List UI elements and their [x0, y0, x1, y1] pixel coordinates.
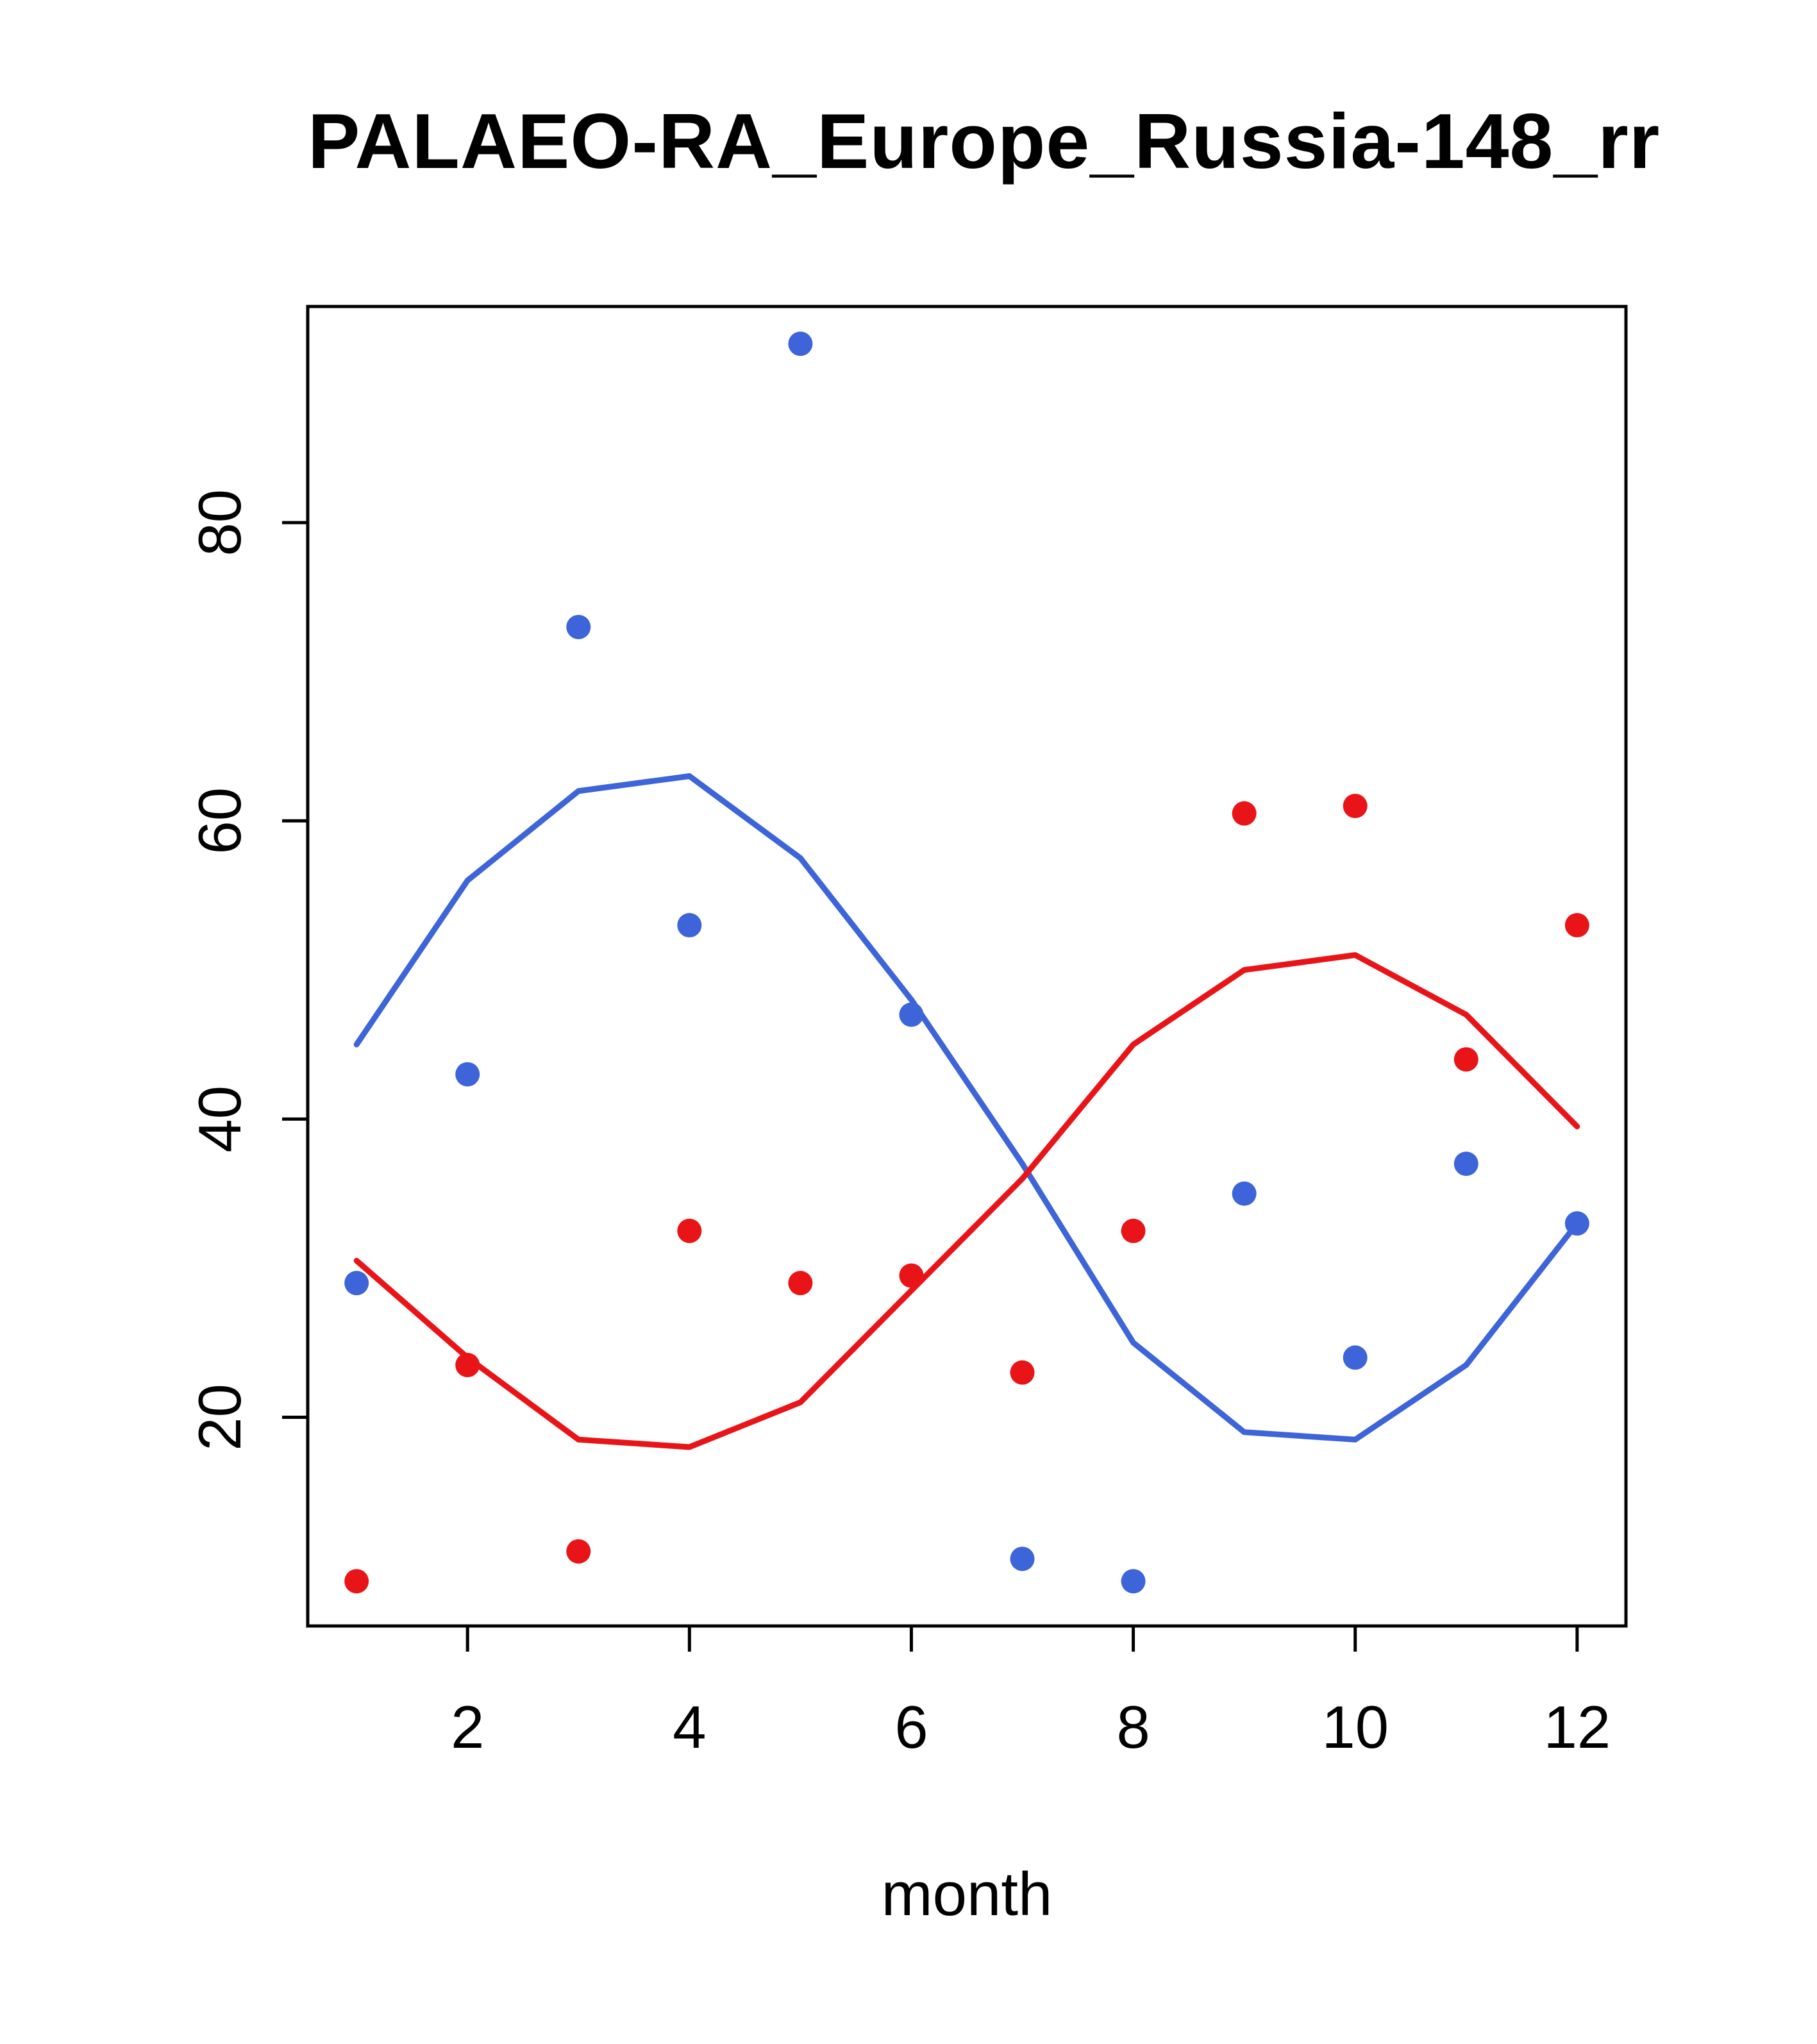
- red-points-marker: [455, 1353, 480, 1378]
- blue-points-marker: [455, 1062, 480, 1087]
- red-points-marker: [1453, 1047, 1478, 1072]
- y-tick-label: 20: [186, 1384, 253, 1451]
- x-tick-label: 4: [673, 1693, 706, 1761]
- red-points-marker: [677, 1218, 702, 1243]
- blue-points-marker: [1453, 1152, 1478, 1177]
- chart-title: PALAEO-RA_Europe_Russia-148_rr: [308, 97, 1661, 185]
- blue-points-marker: [788, 331, 813, 356]
- blue-points-marker: [1232, 1181, 1257, 1206]
- red-points-marker: [1232, 801, 1257, 826]
- red-points-marker: [344, 1569, 369, 1594]
- red-points-marker: [788, 1271, 813, 1296]
- blue-points-marker: [1010, 1546, 1035, 1571]
- x-tick-label: 6: [894, 1693, 928, 1761]
- plot-box: [306, 305, 1628, 1628]
- red-points-marker: [1343, 794, 1368, 819]
- red-smooth-line: [353, 952, 1580, 1450]
- y-tick-label: 80: [186, 489, 253, 557]
- y-tick-label: 60: [186, 787, 253, 855]
- x-tick-label: 2: [451, 1693, 484, 1761]
- x-tick-label: 12: [1544, 1693, 1611, 1761]
- red-points-marker: [1564, 913, 1589, 938]
- red-points-marker: [1121, 1218, 1146, 1243]
- red-points-marker: [566, 1539, 591, 1564]
- red-points-marker: [1010, 1360, 1035, 1385]
- x-tick-label: 10: [1321, 1693, 1389, 1761]
- blue-points-marker: [344, 1271, 369, 1296]
- blue-points-marker: [1343, 1345, 1368, 1370]
- red-points-marker: [899, 1263, 924, 1288]
- blue-points-marker: [1564, 1211, 1589, 1236]
- blue-smooth-line: [353, 773, 1580, 1443]
- blue-points-marker: [1121, 1569, 1146, 1594]
- blue-points-marker: [899, 1002, 924, 1027]
- blue-points-marker: [566, 614, 591, 639]
- x-axis-label: month: [881, 1860, 1053, 1929]
- x-tick-label: 8: [1116, 1693, 1150, 1761]
- blue-points-marker: [677, 913, 702, 938]
- y-tick-label: 40: [186, 1085, 253, 1153]
